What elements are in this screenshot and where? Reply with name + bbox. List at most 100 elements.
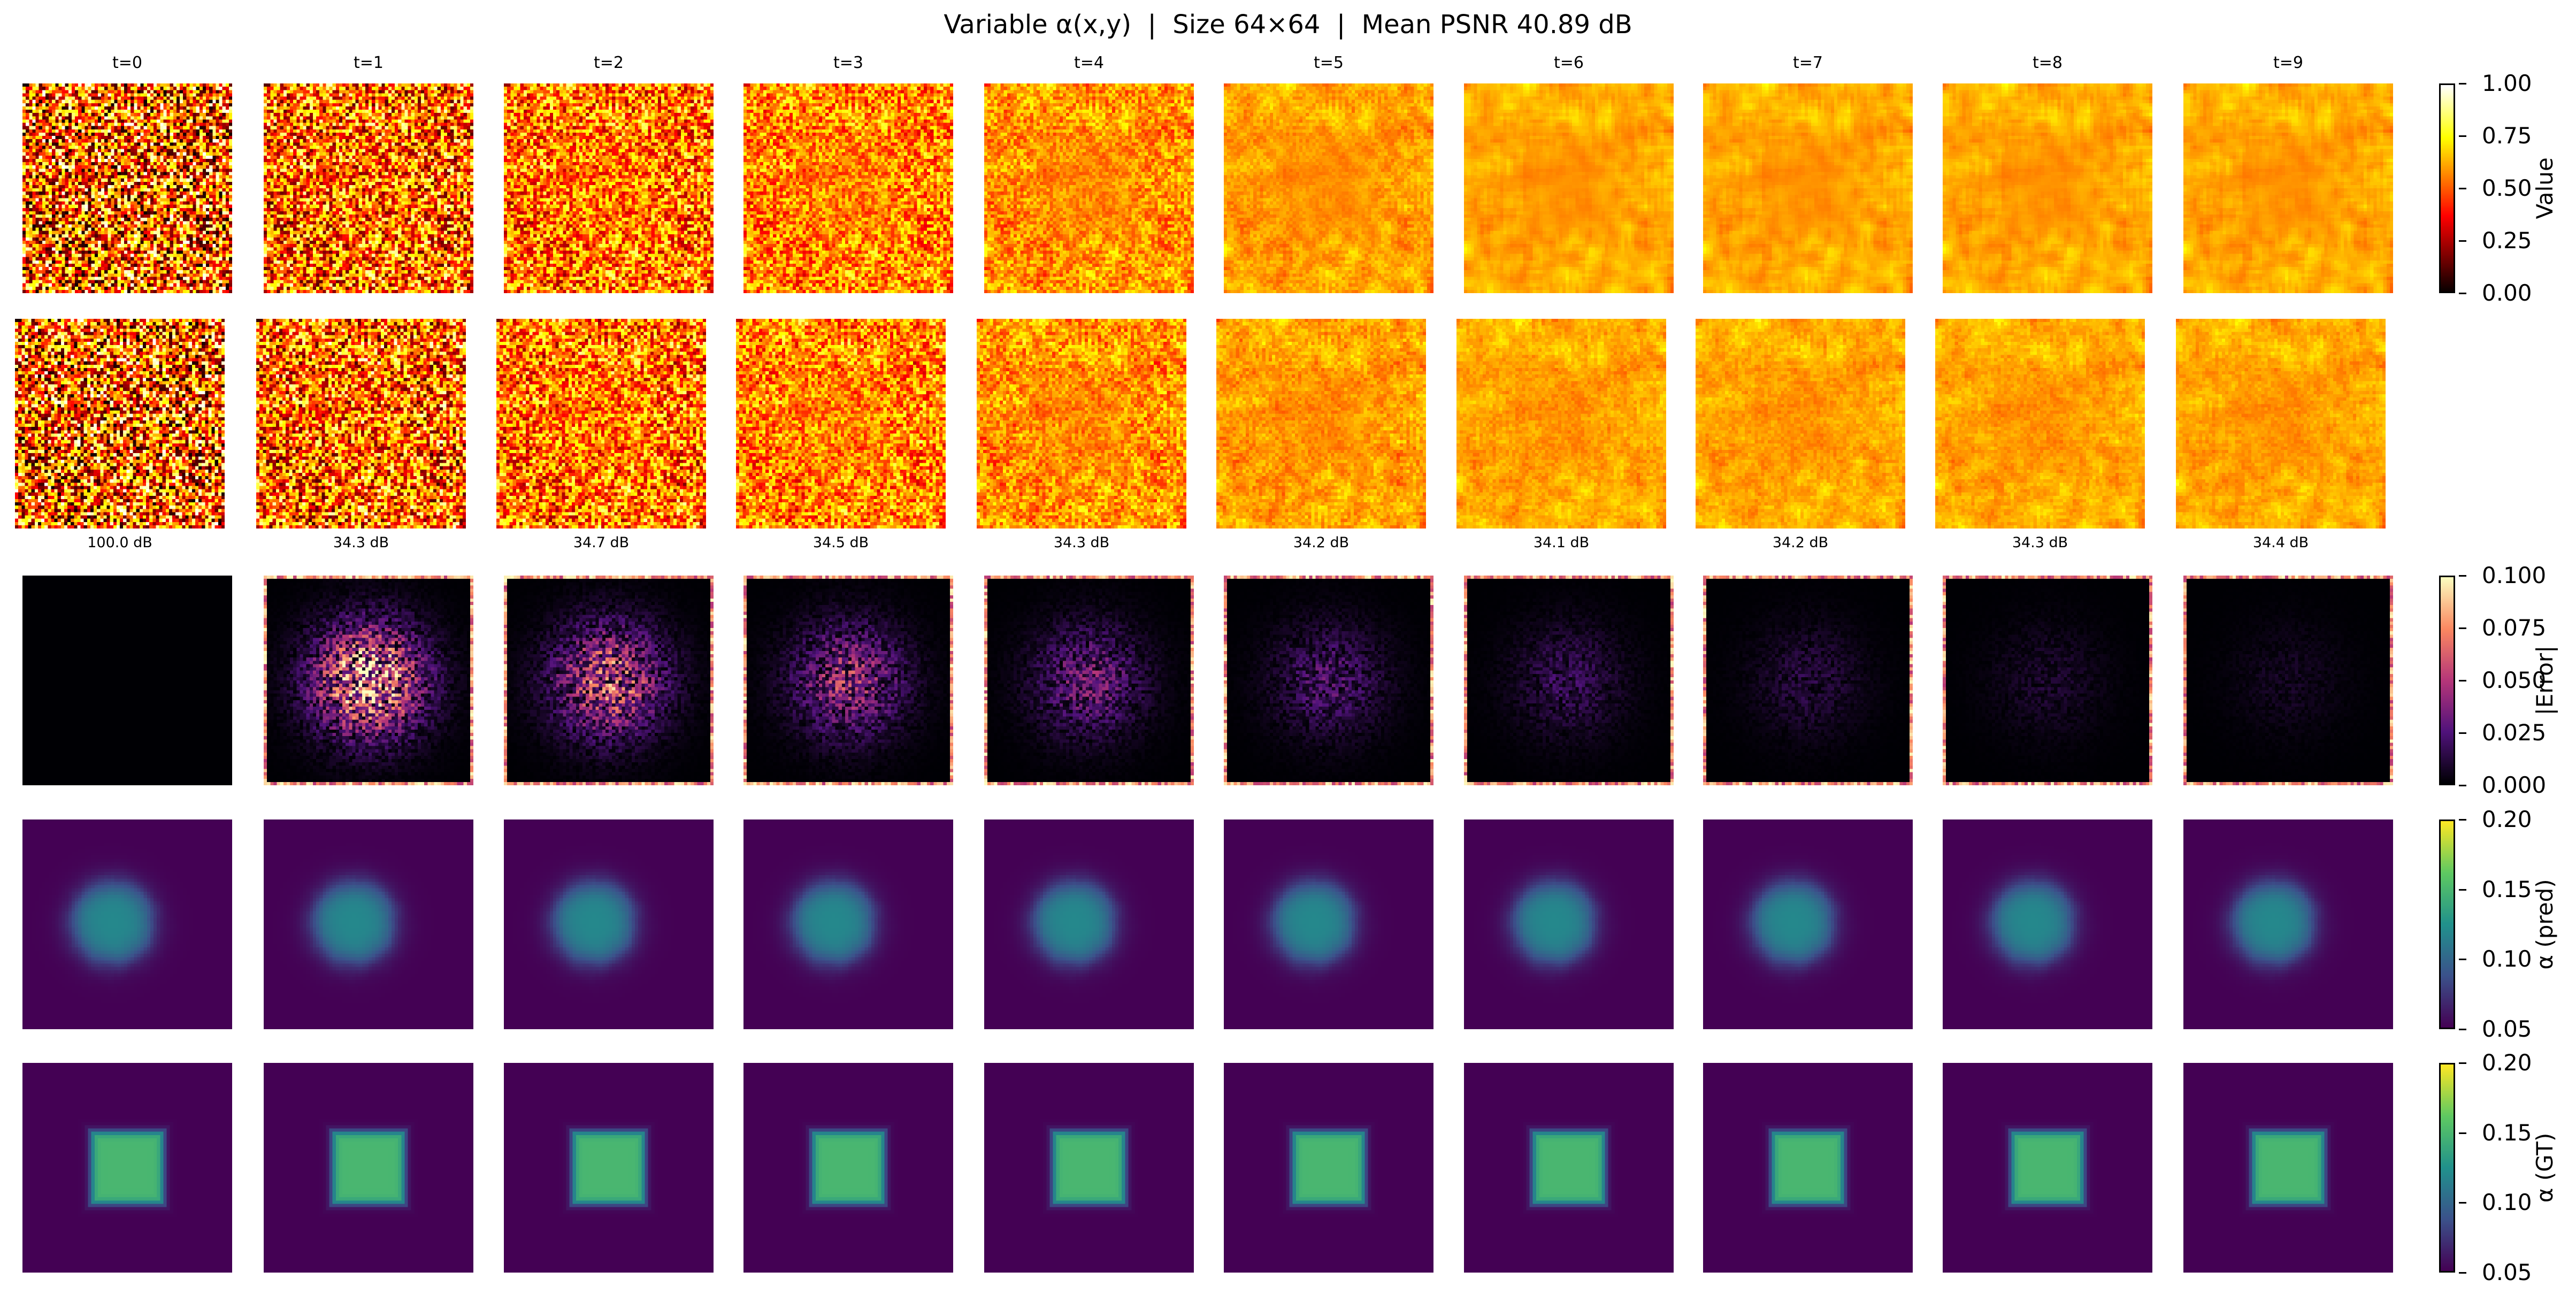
ground-truth-field-heatmap	[2183, 83, 2393, 293]
absolute-error-panel	[743, 576, 953, 785]
predicted-field-heatmap	[977, 319, 1186, 529]
psnr-label: 34.3 dB	[1053, 534, 1110, 551]
colorbar-tick	[2459, 680, 2466, 681]
time-label: t=6	[1554, 53, 1584, 72]
absolute-error-heatmap	[22, 576, 232, 785]
predicted-field-heatmap	[1935, 319, 2145, 529]
alpha-gt-panel	[984, 1063, 1194, 1273]
alpha-pred-panel	[1464, 820, 1674, 1029]
colorbar-tick	[2459, 1202, 2466, 1204]
colorbar-tick-label: 0.00	[2482, 280, 2532, 306]
alpha-gt-panel	[264, 1063, 473, 1273]
absolute-error-heatmap	[2183, 576, 2393, 785]
alpha-gt-heatmap	[1464, 1063, 1674, 1273]
psnr-label: 100.0 dB	[87, 534, 152, 551]
absolute-error-panel	[22, 576, 232, 785]
colorbar-tick-label: 0.075	[2482, 615, 2547, 641]
alpha-gt-heatmap	[984, 1063, 1194, 1273]
colorbar-tick	[2459, 959, 2466, 961]
ground-truth-field-panel	[984, 83, 1194, 293]
ground-truth-field-panel	[1224, 83, 1433, 293]
absolute-error-panel	[984, 576, 1194, 785]
colorbar-tick-label: 0.025	[2482, 719, 2547, 746]
absolute-error-heatmap	[264, 576, 473, 785]
ground-truth-field-heatmap	[504, 83, 714, 293]
absolute-error-heatmap	[1224, 576, 1433, 785]
absolute-error-panel	[1464, 576, 1674, 785]
alpha-pred-heatmap	[504, 820, 714, 1029]
absolute-error-panel	[1224, 576, 1433, 785]
alpha-pred-heatmap	[1943, 820, 2152, 1029]
alpha-pred-heatmap	[1464, 820, 1674, 1029]
predicted-field-heatmap	[1456, 319, 1666, 529]
alpha-pred-heatmap	[22, 820, 232, 1029]
time-label: t=1	[354, 53, 384, 72]
predicted-field-heatmap	[15, 319, 225, 529]
absolute-error-colorbar	[2439, 576, 2455, 785]
predicted-field-heatmap	[736, 319, 946, 529]
psnr-label: 34.2 dB	[1772, 534, 1829, 551]
colorbar-tick-label: 0.50	[2482, 175, 2532, 201]
alpha-pred-panel	[22, 820, 232, 1029]
psnr-label: 34.5 dB	[812, 534, 869, 551]
colorbar-label: α (pred)	[2532, 879, 2558, 970]
predicted-field-heatmap	[1216, 319, 1426, 529]
alpha-pred-panel	[1943, 820, 2152, 1029]
alpha-gt-heatmap	[264, 1063, 473, 1273]
colorbar-tick-label: 0.75	[2482, 122, 2532, 149]
absolute-error-heatmap	[743, 576, 953, 785]
predicted-field-heatmap	[256, 319, 466, 529]
alpha-gt-heatmap	[1703, 1063, 1913, 1273]
ground-truth-field-heatmap	[743, 83, 953, 293]
colorbar-tick	[2459, 819, 2466, 821]
colorbar-tick	[2459, 1272, 2466, 1274]
alpha-pred-panel	[504, 820, 714, 1029]
ground-truth-field-heatmap	[264, 83, 473, 293]
colorbar-tick-label: 1.00	[2482, 70, 2532, 96]
colorbar-tick	[2459, 188, 2466, 189]
alpha-gt-heatmap	[22, 1063, 232, 1273]
absolute-error-heatmap	[1943, 576, 2152, 785]
colorbar-tick	[2459, 1029, 2466, 1030]
colorbar-tick-label: 0.15	[2482, 1119, 2532, 1146]
alpha-gt-panel	[743, 1063, 953, 1273]
predicted-field-heatmap	[496, 319, 706, 529]
psnr-label: 34.4 dB	[2252, 534, 2309, 551]
psnr-label: 34.3 dB	[2012, 534, 2068, 551]
ground-truth-field-heatmap	[1224, 83, 1433, 293]
colorbar-tick	[2459, 83, 2466, 85]
colorbar-tick-label: 0.20	[2482, 1050, 2532, 1076]
predicted-field-panel	[256, 319, 466, 529]
alpha-pred-heatmap	[1224, 820, 1433, 1029]
absolute-error-panel	[264, 576, 473, 785]
alpha-gt-panel	[2183, 1063, 2393, 1273]
predicted-field-panel	[1696, 319, 1905, 529]
ground-truth-field-panel	[1703, 83, 1913, 293]
absolute-error-heatmap	[504, 576, 714, 785]
alpha-gt-panel	[1703, 1063, 1913, 1273]
alpha-gt-heatmap	[743, 1063, 953, 1273]
ground-truth-field-panel	[743, 83, 953, 293]
time-label: t=0	[112, 53, 142, 72]
alpha-pred-heatmap	[1703, 820, 1913, 1029]
alpha-pred-colorbar	[2439, 820, 2455, 1029]
colorbar-tick-label: 0.05	[2482, 1259, 2532, 1285]
absolute-error-panel	[1943, 576, 2152, 785]
absolute-error-panel	[2183, 576, 2393, 785]
psnr-label: 34.2 dB	[1293, 534, 1350, 551]
time-label: t=4	[1074, 53, 1104, 72]
time-label: t=5	[1314, 53, 1344, 72]
alpha-gt-panel	[1224, 1063, 1433, 1273]
psnr-label: 34.1 dB	[1533, 534, 1590, 551]
alpha-pred-panel	[1703, 820, 1913, 1029]
ground-truth-field-panel	[2183, 83, 2393, 293]
time-label: t=7	[1793, 53, 1823, 72]
colorbar-tick	[2459, 785, 2466, 786]
alpha-pred-heatmap	[984, 820, 1194, 1029]
predicted-field-panel	[2176, 319, 2386, 529]
alpha-gt-panel	[22, 1063, 232, 1273]
predicted-field-heatmap	[2176, 319, 2386, 529]
alpha-gt-heatmap	[504, 1063, 714, 1273]
colorbar-tick-label: 0.25	[2482, 227, 2532, 254]
